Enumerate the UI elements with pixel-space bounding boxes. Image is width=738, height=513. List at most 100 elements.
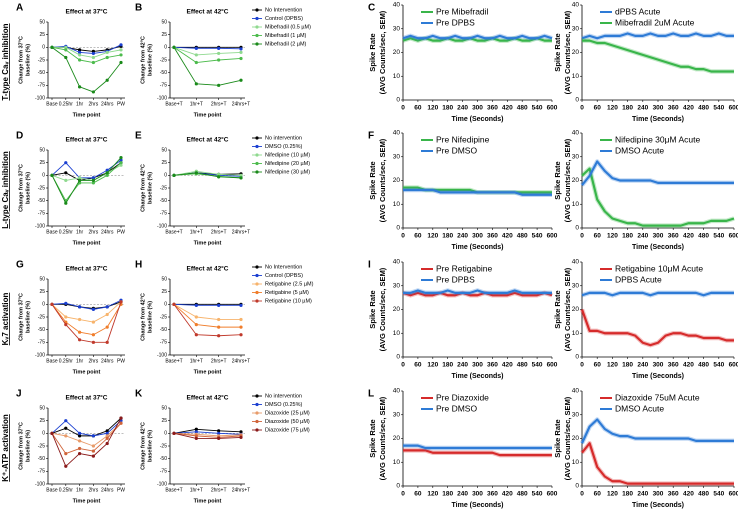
x-axis-label: Time point — [73, 240, 101, 246]
x-tick-label: 600 — [547, 362, 558, 369]
y-tick-label: 25 — [161, 418, 167, 424]
y-tick-label: 30 — [572, 411, 580, 418]
y-tick-label: 25 — [39, 418, 45, 424]
data-point — [91, 181, 95, 185]
data-point — [105, 325, 109, 329]
data-point — [217, 46, 221, 50]
data-point — [194, 430, 198, 434]
y-tick-label: 40 — [393, 130, 401, 137]
legend-label: DPBS Acute — [615, 274, 662, 284]
data-point — [105, 50, 109, 55]
series-line — [173, 432, 242, 437]
data-point — [78, 50, 82, 55]
y-axis-label: (AVG Counts/sec, SEM) — [378, 138, 387, 222]
y-tick-label: 10 — [572, 459, 580, 466]
legend-marker — [255, 25, 259, 29]
y-axis-label: Change from 37°C — [18, 36, 24, 84]
data-point — [78, 317, 82, 322]
y-axis-label: (AVG Counts/sec, SEM) — [563, 10, 572, 94]
x-tick-label: 24hrs+T — [232, 229, 250, 235]
x-tick-label: 300 — [653, 491, 664, 498]
data-point — [239, 176, 243, 180]
x-tick-label: 360 — [487, 105, 498, 112]
x-tick-label: 0 — [580, 233, 584, 240]
legend-label: Retigabine (5 µM) — [265, 290, 309, 296]
y-tick-label: -50 — [38, 70, 45, 76]
y-axis-label: baseline (%) — [25, 301, 31, 333]
x-tick-label: 1hr — [76, 101, 84, 107]
x-tick-label: 1hr — [76, 487, 84, 493]
legend-marker — [255, 290, 259, 295]
y-axis-label: Spike Rate — [553, 33, 562, 71]
x-tick-label: Base — [46, 358, 58, 364]
panel-letter: F — [368, 131, 374, 142]
legend-marker — [255, 42, 259, 46]
series-line — [402, 37, 552, 42]
panel-letter: G — [16, 260, 24, 271]
x-tick-label: 540 — [532, 105, 543, 112]
data-point — [64, 301, 68, 305]
x-tick-label: 420 — [683, 362, 694, 369]
legend-label: Diazoxide (75 µM) — [265, 427, 310, 433]
y-tick-label: -75 — [160, 469, 167, 475]
y-tick-label: 25 — [39, 32, 45, 38]
y-axis-label: (AVG Counts/sec, SEM) — [378, 10, 387, 94]
x-tick-label: PW — [117, 229, 125, 235]
x-tick-label: 120 — [427, 105, 438, 112]
data-point — [119, 48, 123, 52]
y-tick-label: 0 — [396, 225, 400, 232]
data-point — [78, 452, 82, 456]
x-tick-label: 420 — [502, 491, 513, 498]
x-tick-label: 24hrs — [101, 487, 114, 493]
y-axis-label: (AVG Counts/sec, SEM) — [563, 267, 572, 351]
data-point — [105, 434, 109, 438]
y-tick-label: 20 — [393, 435, 401, 442]
y-axis-label: (AVG Counts/sec, SEM) — [378, 267, 387, 351]
series-line — [402, 291, 553, 297]
data-point — [105, 55, 109, 60]
x-tick-label: 180 — [622, 491, 633, 498]
data-point — [119, 60, 123, 65]
x-tick-label: 600 — [729, 491, 738, 498]
legend-marker — [255, 8, 259, 12]
y-tick-label: -100 — [157, 352, 167, 358]
data-point — [217, 51, 221, 56]
series-line — [51, 422, 122, 447]
legend-label: Diazoxide 75uM Acute — [615, 392, 700, 402]
y-axis-label: baseline (%) — [25, 430, 31, 462]
y-tick-label: 40 — [393, 259, 401, 266]
chart-title: Effect at 37°C — [66, 136, 108, 144]
data-point — [78, 48, 82, 52]
x-tick-label: 360 — [668, 362, 679, 369]
data-point — [119, 156, 123, 160]
data-point — [64, 48, 68, 52]
y-tick-label: -50 — [160, 70, 167, 76]
y-tick-label: 0 — [164, 173, 167, 179]
x-tick-label: 2hrs+T — [211, 101, 227, 107]
data-point — [64, 201, 68, 205]
y-axis-label: Change from 37°C — [18, 293, 24, 341]
chart-title: Effect at 42°C — [187, 8, 229, 16]
x-tick-label: 2hrs+T — [211, 229, 227, 235]
series-line — [51, 159, 122, 179]
x-tick-label: 0 — [580, 491, 584, 498]
x-tick-label: 1hr — [76, 229, 84, 235]
legend-label: DMSO Acute — [615, 145, 664, 155]
x-tick-label: 360 — [668, 105, 679, 112]
x-tick-label: 360 — [487, 233, 498, 240]
x-tick-label: Base — [46, 101, 58, 107]
x-axis-label: Time (Seconds) — [632, 502, 684, 509]
x-tick-label: 60 — [594, 105, 602, 112]
legend-label: DMSO (0.25%) — [265, 144, 302, 150]
y-tick-label: -100 — [157, 95, 167, 101]
y-tick-label: 25 — [161, 160, 167, 166]
x-tick-label: 540 — [713, 105, 724, 112]
y-tick-label: -100 — [35, 223, 45, 229]
y-tick-label: 10 — [393, 201, 401, 208]
x-tick-label: 24hrs+T — [232, 487, 250, 493]
series-line — [173, 170, 242, 176]
series-line — [51, 301, 122, 323]
panel-letter: A — [16, 3, 23, 14]
y-tick-label: 10 — [393, 330, 401, 337]
legend-marker — [255, 428, 259, 432]
